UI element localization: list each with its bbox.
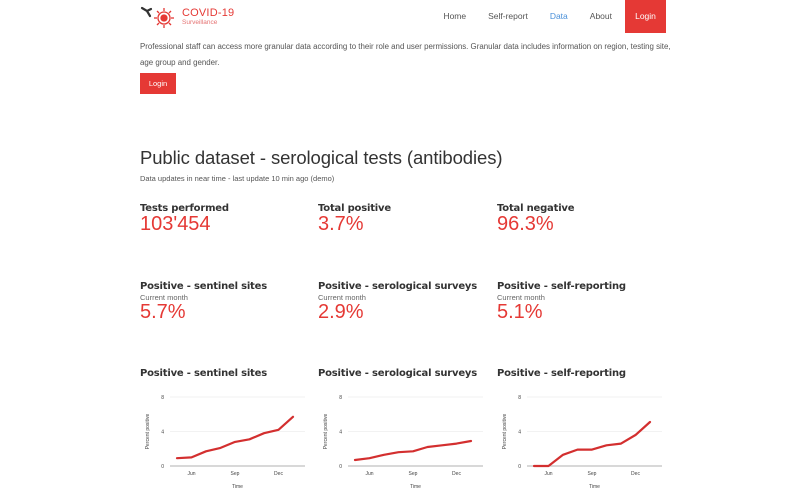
stat-label: Positive - sentinel sites <box>140 281 267 292</box>
brand-title: COVID-19 <box>182 6 235 19</box>
nav-about[interactable]: About <box>589 11 612 21</box>
y-tick-label: 4 <box>518 429 521 435</box>
y-tick-label: 0 <box>518 464 521 470</box>
virus-antibody-icon <box>140 6 174 28</box>
stat-sentinel-sites: Positive - sentinel sites Current month … <box>140 281 310 324</box>
x-tick-label: Dec <box>274 471 283 477</box>
x-tick-label: Sep <box>231 471 240 477</box>
stat-label: Positive - serological surveys <box>318 281 477 292</box>
stat-label: Total positive <box>318 203 391 214</box>
data-line <box>175 415 295 460</box>
data-line <box>532 420 652 468</box>
login-button[interactable]: Login <box>140 73 176 94</box>
stat-label: Total negative <box>497 203 575 214</box>
stat-label: Positive - self-reporting <box>497 281 626 292</box>
nav-data[interactable]: Data <box>549 11 568 21</box>
x-tick-label: Sep <box>588 471 597 477</box>
brand-logo[interactable]: COVID-19 Surveillance <box>140 4 234 30</box>
stat-sublabel: Current month <box>318 293 366 302</box>
y-tick-label: 0 <box>161 464 164 470</box>
x-tick-label: Jun <box>187 471 195 477</box>
nav-login-button[interactable]: Login <box>625 0 666 33</box>
y-tick-label: 4 <box>339 429 342 435</box>
stat-value: 103'454 <box>140 213 211 235</box>
line-chart: 0 4 8 Percent positive Jun Sep Dec Time <box>502 395 662 490</box>
page-title: Public dataset - serological tests (anti… <box>140 147 503 168</box>
stat-sublabel: Current month <box>497 293 545 302</box>
x-tick-label: Sep <box>409 471 418 477</box>
chart-title: Positive - self-reporting <box>497 368 626 379</box>
y-tick-label: 0 <box>339 464 342 470</box>
stat-serological-surveys: Positive - serological surveys Current m… <box>318 281 488 324</box>
chart-self-reporting: Positive - self-reporting 0 4 8 Percent pos… <box>497 368 669 490</box>
stat-label: Tests performed <box>140 203 229 214</box>
chart-title: Positive - serological surveys <box>318 368 477 379</box>
stat-value: 2.9% <box>318 301 364 323</box>
x-tick-label: Jun <box>365 471 373 477</box>
stat-value: 96.3% <box>497 213 554 235</box>
y-axis-label: Percent positive <box>323 413 329 449</box>
stat-self-reporting: Positive - self-reporting Current month … <box>497 281 667 324</box>
stat-total-positive: Total positive 3.7% <box>318 203 488 236</box>
stat-sublabel: Current month <box>140 293 188 302</box>
intro-text: Professional staff can access more granu… <box>140 42 671 67</box>
x-tick-label: Jun <box>544 471 552 477</box>
x-tick-label: Dec <box>631 471 640 477</box>
y-tick-label: 8 <box>339 395 342 401</box>
line-chart: 0 4 8 Percent positive Jun Sep Dec Time <box>145 395 305 490</box>
y-tick-label: 8 <box>518 395 521 401</box>
y-tick-label: 8 <box>161 395 164 401</box>
line-chart: 0 4 8 Percent positive Jun Sep Dec Time <box>323 395 483 490</box>
stat-value: 3.7% <box>318 213 364 235</box>
y-tick-label: 4 <box>161 429 164 435</box>
main-nav: Home Self-report Data About Login <box>432 0 666 33</box>
stat-total-negative: Total negative 96.3% <box>497 203 667 236</box>
stat-value: 5.1% <box>497 301 543 323</box>
x-axis-label: Time <box>232 484 243 490</box>
chart-title: Positive - sentinel sites <box>140 368 267 379</box>
navbar: COVID-19 Surveillance Home Self-report D… <box>0 0 806 34</box>
brand-subtitle: Surveillance <box>182 18 218 26</box>
x-axis-label: Time <box>410 484 421 490</box>
chart-sentinel-sites: Positive - sentinel sites 0 4 8 Percent pos… <box>140 368 312 490</box>
data-line <box>353 439 473 462</box>
chart-serological-surveys: Positive - serological surveys 0 4 8 Percen… <box>318 368 490 490</box>
stat-tests-performed: Tests performed 103'454 <box>140 203 310 236</box>
y-axis-label: Percent positive <box>145 413 151 449</box>
x-axis-label: Time <box>589 484 600 490</box>
nav-self-report[interactable]: Self-report <box>488 11 528 21</box>
page-subtitle: Data updates in near time - last update … <box>140 174 335 183</box>
y-axis-label: Percent positive <box>502 413 508 449</box>
x-tick-label: Dec <box>452 471 461 477</box>
nav-home[interactable]: Home <box>443 11 467 21</box>
stat-value: 5.7% <box>140 301 186 323</box>
